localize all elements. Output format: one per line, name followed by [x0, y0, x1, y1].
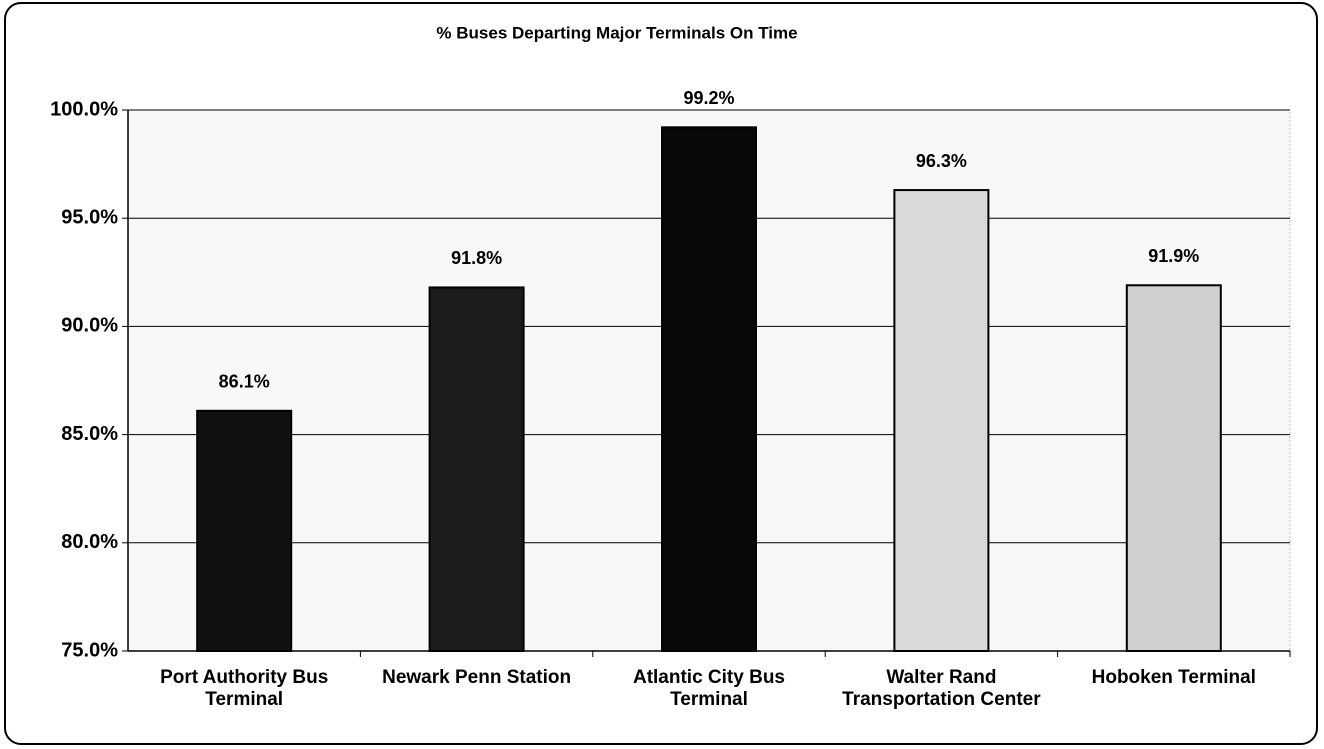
- data-label: 91.8%: [451, 248, 502, 268]
- data-label: 99.2%: [683, 88, 734, 108]
- data-label: 86.1%: [219, 372, 270, 392]
- bar: [196, 409, 293, 652]
- bar: [893, 189, 990, 652]
- data-label: 96.3%: [916, 151, 967, 171]
- bar: [1125, 284, 1222, 652]
- x-tick-label: Walter Rand Transportation Center: [842, 667, 1041, 710]
- y-tick-label: 80.0%: [61, 531, 118, 553]
- y-tick-label: 75.0%: [61, 639, 118, 661]
- x-tick-label: Atlantic City Bus Terminal: [632, 667, 786, 710]
- y-tick-label: 90.0%: [61, 315, 118, 337]
- x-tick-label: Newark Penn Station: [382, 667, 572, 688]
- x-tick-label: Port Authority Bus Terminal: [160, 667, 329, 710]
- x-tick-label: Hoboken Terminal: [1091, 667, 1256, 688]
- y-tick-label: 85.0%: [61, 423, 118, 445]
- bar: [428, 286, 525, 652]
- y-tick-label: 100.0%: [50, 98, 118, 120]
- bar: [661, 126, 757, 652]
- chart-title: % Buses Departing Major Terminals On Tim…: [436, 23, 797, 42]
- y-tick-label: 95.0%: [61, 206, 118, 228]
- data-label: 91.9%: [1148, 246, 1199, 266]
